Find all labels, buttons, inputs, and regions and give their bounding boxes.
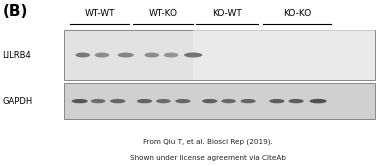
Ellipse shape bbox=[288, 99, 304, 103]
Text: KO-KO: KO-KO bbox=[283, 9, 311, 18]
Ellipse shape bbox=[91, 99, 105, 103]
Ellipse shape bbox=[269, 99, 285, 103]
Text: LILRB4: LILRB4 bbox=[3, 50, 31, 60]
Ellipse shape bbox=[221, 99, 236, 103]
Text: (B): (B) bbox=[3, 4, 28, 19]
Ellipse shape bbox=[95, 52, 109, 57]
Text: Shown under license agreement via CiteAb: Shown under license agreement via CiteAb bbox=[130, 155, 286, 161]
Text: GAPDH: GAPDH bbox=[3, 97, 33, 106]
Text: WT-KO: WT-KO bbox=[148, 9, 177, 18]
Ellipse shape bbox=[241, 99, 256, 103]
Ellipse shape bbox=[144, 52, 159, 57]
Ellipse shape bbox=[72, 99, 88, 103]
Ellipse shape bbox=[184, 52, 203, 57]
Text: KO-WT: KO-WT bbox=[212, 9, 242, 18]
Ellipse shape bbox=[164, 52, 178, 57]
Ellipse shape bbox=[156, 99, 171, 103]
Bar bbox=[64, 83, 375, 119]
Text: WT-WT: WT-WT bbox=[84, 9, 115, 18]
Text: From Qiu T, et al. Biosci Rep (2019).: From Qiu T, et al. Biosci Rep (2019). bbox=[143, 139, 273, 145]
Ellipse shape bbox=[310, 99, 327, 103]
Bar bbox=[192, 30, 375, 80]
Ellipse shape bbox=[75, 52, 90, 57]
Bar bbox=[64, 30, 375, 80]
Ellipse shape bbox=[110, 99, 126, 103]
Ellipse shape bbox=[175, 99, 191, 103]
Ellipse shape bbox=[202, 99, 218, 103]
Ellipse shape bbox=[137, 99, 152, 103]
Ellipse shape bbox=[118, 52, 134, 57]
